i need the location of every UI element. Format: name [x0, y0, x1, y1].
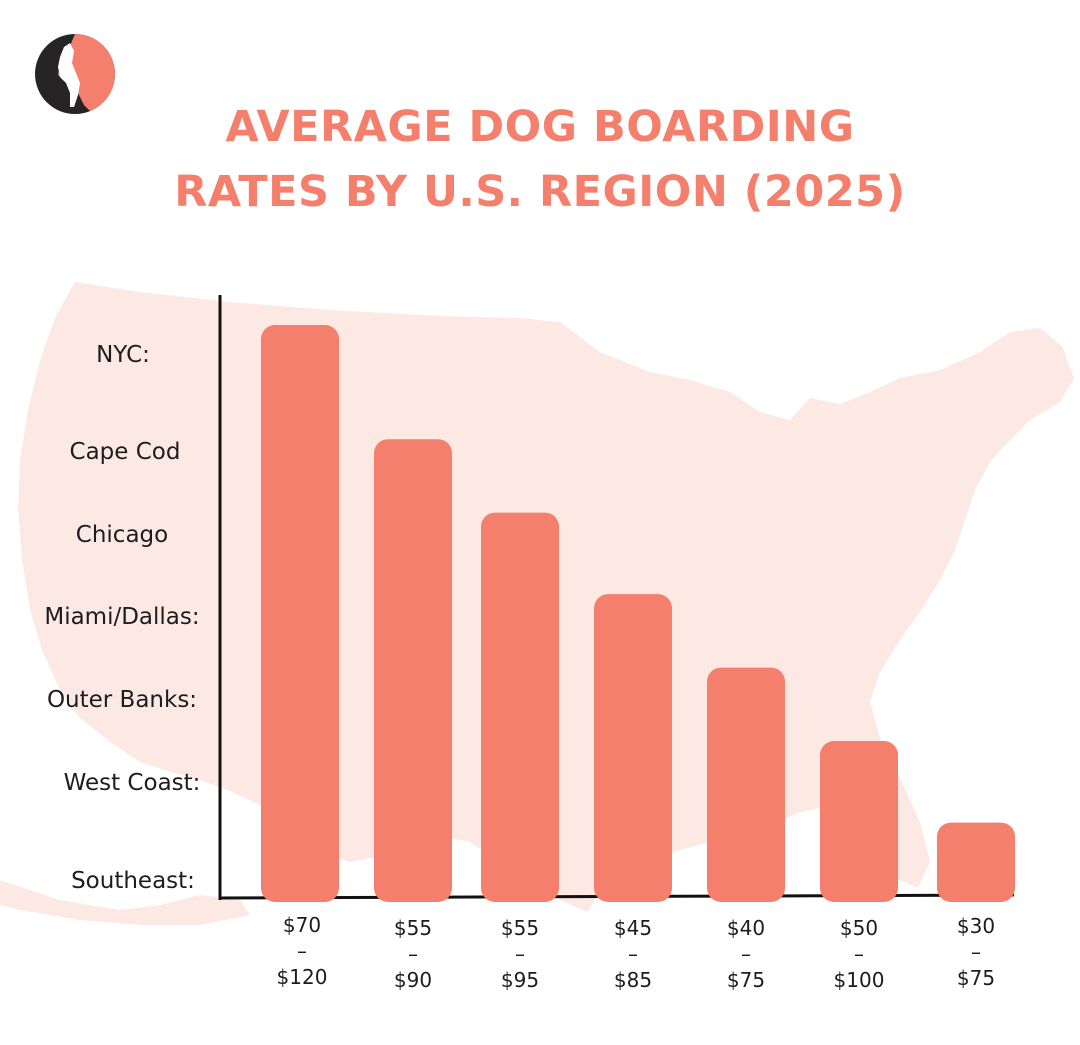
value-label: $55 [501, 916, 539, 940]
value-label: $75 [957, 966, 995, 990]
bar-0 [261, 325, 339, 902]
value-label: – [971, 940, 981, 964]
value-label: – [297, 939, 307, 963]
bar-4 [707, 667, 785, 902]
value-label: – [515, 942, 525, 966]
category-label: Outer Banks: [47, 687, 197, 713]
value-label: $85 [614, 968, 652, 992]
value-label: – [628, 942, 638, 966]
value-label: – [408, 942, 418, 966]
value-label: – [854, 942, 864, 966]
category-label: Miami/Dallas: [44, 604, 199, 630]
bar-2 [481, 512, 559, 902]
category-label: Cape Cod [70, 439, 181, 465]
value-label: $100 [834, 968, 885, 992]
chart-title-line-2: RATES BY U.S. REGION (2025) [174, 167, 906, 217]
value-label: $75 [727, 968, 765, 992]
value-label: $90 [394, 968, 432, 992]
bar-5 [820, 741, 898, 902]
category-label: West Coast: [64, 770, 201, 796]
value-label: $70 [283, 913, 321, 937]
dog-head-logo-icon [35, 34, 115, 114]
value-label: $95 [501, 968, 539, 992]
value-label: – [741, 942, 751, 966]
category-label: Southeast: [71, 868, 195, 894]
chart-title-line-1: AVERAGE DOG BOARDING [225, 102, 855, 152]
value-label: $120 [277, 965, 328, 989]
category-label: NYC: [96, 342, 150, 368]
value-label: $45 [614, 916, 652, 940]
value-label: $50 [840, 916, 878, 940]
value-label: $55 [394, 916, 432, 940]
bar-1 [374, 439, 452, 902]
category-label: Chicago [76, 522, 168, 548]
bar-3 [594, 594, 672, 902]
value-label: $40 [727, 916, 765, 940]
value-label: $30 [957, 914, 995, 938]
bar-6 [937, 822, 1015, 902]
